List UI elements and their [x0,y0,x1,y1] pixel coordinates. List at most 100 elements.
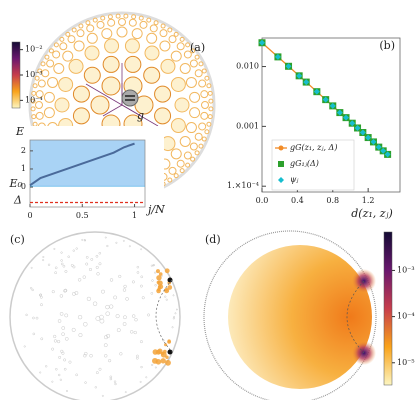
lattice-cell [59,42,68,51]
site [105,304,110,310]
lattice-cell [185,76,197,88]
lattice-cell [37,68,43,74]
site [150,264,153,267]
excited-site [152,357,158,364]
lattice-edge [102,104,123,117]
lattice-cell [159,29,168,38]
site [67,255,70,258]
lattice-cell [68,58,84,74]
lattice-cell [206,121,212,127]
excited-site [164,268,170,274]
lattice-cell [92,17,98,23]
lattice-cell [96,20,105,29]
site [136,354,139,358]
lattice-cell [30,106,36,112]
site [171,326,174,329]
site [113,380,117,383]
point [370,138,377,145]
lattice-cell [46,59,55,68]
site [63,288,68,293]
site [131,314,136,318]
x-label: d(z₁, zⱼ) [351,207,393,220]
site [95,265,99,269]
site [172,317,175,320]
site [51,290,55,294]
lattice-cell [170,76,186,92]
panel-label: (c) [10,233,25,246]
site [40,337,44,341]
excited-site [167,285,173,290]
site [63,367,67,371]
lattice-cell [167,177,173,183]
site [96,272,100,276]
site [57,319,62,323]
site [151,279,154,282]
lattice-cell [32,83,38,89]
x-tick-label: 1 [132,211,137,220]
site [140,284,143,288]
site [56,339,61,344]
excited-site [157,280,163,286]
lattice-cell [144,45,160,61]
lattice-cell [85,20,91,26]
site [45,365,48,368]
lattice-cell [102,55,120,73]
lattice-edge [121,104,159,127]
lattice-cell [168,35,177,44]
site [58,373,61,377]
annotation-label: E₀ [9,177,23,190]
lattice-cell [54,97,70,113]
site [94,386,97,389]
site [83,322,88,327]
lattice-cell [146,17,152,23]
panel-label: (b) [379,39,395,52]
lattice-cell [194,69,203,78]
site [114,382,117,386]
site [23,345,26,348]
y-tick-label: 1.×10⁻⁴ [227,181,259,190]
site [124,391,127,394]
site [122,239,125,242]
lattice-cell [78,23,84,29]
lattice-cell [107,14,113,20]
site [59,312,64,316]
lattice-cell [198,122,207,131]
lattice-cell [170,50,182,62]
x-tick-label: 0 [27,211,32,220]
site [141,296,145,300]
site [35,316,39,320]
point [313,88,320,95]
site [135,356,139,360]
site [119,352,123,356]
point [274,53,281,60]
site [153,264,155,267]
y-tick-label: 0 [21,182,26,191]
lattice-cell [185,42,191,48]
lattice-cell [207,90,213,96]
site [154,284,157,287]
lattice-cell [179,136,191,147]
lattice-cell [32,121,38,127]
site [109,304,114,309]
point [303,79,310,86]
site [51,347,55,351]
lattice-cell [208,98,214,104]
site [86,296,91,301]
site [55,368,58,371]
panel-label: (d) [205,233,221,246]
lattice-cell [86,24,95,33]
site [72,265,76,269]
site [99,318,105,324]
lattice-cell [154,85,172,103]
lattice-cell [134,95,154,115]
lattice-cell [107,18,116,27]
point [349,120,356,127]
lattice-cell [183,50,192,59]
site [109,375,113,379]
lattice-cell [149,24,158,33]
geodesic [346,280,365,354]
site [64,337,69,341]
site [60,259,63,262]
excited-site [158,272,163,276]
